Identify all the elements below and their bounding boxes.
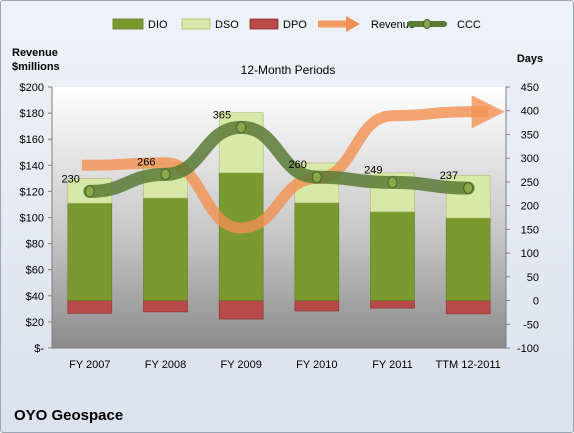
bar-dpo: [143, 300, 188, 313]
ccc-data-label: 237: [440, 170, 458, 182]
right-tick-label: 350: [521, 129, 539, 141]
legend-marker-ccc: [423, 19, 431, 29]
x-tick-label: FY 2009: [220, 359, 261, 371]
bar-dio: [445, 217, 491, 301]
revenue-line: [81, 95, 505, 234]
ccc-point: [463, 182, 474, 195]
ccc-data-label: 249: [364, 164, 382, 176]
bar-dpo: [67, 300, 113, 314]
bar-dio: [370, 211, 415, 301]
ccc-point: [311, 171, 322, 184]
bar-dio: [67, 202, 113, 301]
legend-swatch-dso: [181, 18, 211, 30]
company-name: OYO Geospace: [14, 407, 123, 424]
right-tick-label: 250: [521, 177, 539, 189]
legend-label-dio: DIO: [148, 19, 168, 31]
right-tick-label: 50: [527, 272, 539, 284]
left-tick-label: $20: [26, 317, 44, 329]
right-tick-label: 400: [521, 106, 539, 118]
legend-swatch-dio: [112, 18, 144, 30]
left-axis-label-line1: Revenue: [12, 47, 58, 59]
left-tick-label: $200: [20, 82, 44, 94]
plot-area: [52, 87, 506, 348]
right-tick-label: 100: [521, 248, 539, 260]
legend-label-dpo: DPO: [283, 19, 307, 31]
x-tick-label: TTM 12-2011: [436, 359, 501, 371]
legend-arrowhead-revenue: [346, 16, 360, 32]
ccc-point: [236, 121, 247, 134]
bar-dpo: [218, 300, 264, 320]
right-axis-label: Days: [517, 53, 543, 65]
x-tick-label: FY 2011: [372, 359, 413, 371]
bar-dpo: [294, 300, 340, 312]
ccc-data-label: 266: [137, 156, 155, 168]
left-tick-label: $180: [20, 108, 44, 120]
ccc-point: [160, 168, 171, 181]
legend: DIO DSO DPO Revenue CCC: [112, 16, 481, 32]
left-tick-label: $100: [20, 213, 44, 225]
right-tick-label: 450: [521, 82, 539, 94]
bar-dio: [294, 202, 340, 301]
bar-dpo: [445, 300, 491, 315]
left-tick-label: $-: [34, 343, 44, 355]
legend-label-revenue: Revenue: [371, 19, 415, 31]
bar-dio: [143, 197, 188, 301]
x-tick-label: FY 2010: [296, 359, 337, 371]
left-tick-label: $160: [20, 134, 44, 146]
left-tick-label: $40: [26, 291, 44, 303]
right-tick-label: -50: [523, 319, 539, 331]
bar-dpo: [370, 300, 415, 309]
right-tick-label: -100: [517, 343, 539, 355]
right-tick-label: 150: [521, 224, 539, 236]
left-tick-label: $140: [20, 160, 44, 172]
ccc-data-label: 260: [288, 159, 306, 171]
ccc-data-label: 230: [61, 173, 79, 185]
right-tick-label: 200: [521, 201, 539, 213]
bar-dio: [218, 172, 264, 301]
left-tick-label: $120: [20, 186, 44, 198]
chart-title: 12-Month Periods: [241, 63, 336, 77]
ccc-data-label: 365: [213, 109, 231, 121]
left-tick-label: $60: [26, 265, 44, 277]
left-tick-label: $80: [26, 239, 44, 251]
x-tick-label: FY 2008: [145, 359, 186, 371]
left-axis-label-line2: $millions: [12, 61, 60, 73]
ccc-line: [83, 120, 475, 198]
right-tick-label: 300: [521, 153, 539, 165]
legend-swatch-dpo: [249, 18, 279, 30]
legend-label-dso: DSO: [215, 19, 239, 31]
ccc-point: [387, 176, 398, 189]
ccc-point: [84, 185, 95, 198]
legend-label-ccc: CCC: [457, 19, 481, 31]
right-tick-label: 0: [533, 296, 539, 308]
x-tick-label: FY 2007: [69, 359, 110, 371]
